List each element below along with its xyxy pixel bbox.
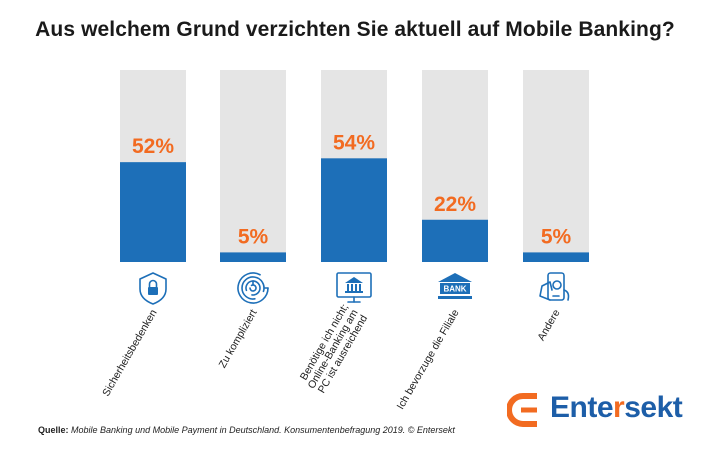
shield-lock-icon bbox=[139, 272, 167, 305]
logo-text-end: sekt bbox=[624, 391, 683, 424]
bar-background bbox=[523, 70, 589, 262]
entersekt-logo: Entersekt bbox=[505, 388, 683, 432]
category-label: Sicherheitsbedenken bbox=[100, 307, 160, 398]
chart-title: Aus welchem Grund verzichten Sie aktuell… bbox=[35, 18, 675, 41]
bar bbox=[220, 252, 286, 262]
source-text: Mobile Banking und Mobile Payment in Deu… bbox=[71, 425, 455, 435]
category-label: Ich bevorzuge die Filiale bbox=[395, 307, 462, 411]
data-label: 54% bbox=[333, 131, 375, 154]
data-label: 5% bbox=[541, 225, 572, 248]
category-label: Zu kompliziert bbox=[217, 307, 260, 370]
bank-icon-text: BANK bbox=[443, 285, 466, 294]
category-label: Benötige ich nicht;Online-Banking amPC i… bbox=[296, 302, 370, 397]
source-label: Quelle: bbox=[38, 425, 69, 435]
bar-chart: 52% Sicherheitsbedenken 5% Zu kompliziert 54… bbox=[100, 70, 589, 412]
logo-text-accent: r bbox=[613, 391, 625, 424]
bar bbox=[523, 252, 589, 262]
maze-icon bbox=[237, 272, 269, 304]
logo-text-main: Ente bbox=[550, 391, 614, 424]
category-label: Andere bbox=[535, 307, 562, 342]
data-label: 52% bbox=[132, 135, 174, 158]
source-note: Quelle: Mobile Banking und Mobile Paymen… bbox=[38, 425, 455, 435]
bank-building-icon: BANK bbox=[438, 273, 472, 299]
bar-background bbox=[220, 70, 286, 262]
computer-bank-icon bbox=[336, 272, 372, 303]
data-label: 5% bbox=[238, 225, 269, 248]
data-label: 22% bbox=[434, 193, 476, 216]
phone-money-icon bbox=[539, 272, 570, 301]
bar bbox=[422, 219, 488, 262]
entersekt-logo-text: Entersekt bbox=[550, 391, 683, 425]
entersekt-logo-icon bbox=[507, 393, 537, 427]
bar bbox=[120, 162, 186, 262]
bar bbox=[321, 158, 387, 262]
